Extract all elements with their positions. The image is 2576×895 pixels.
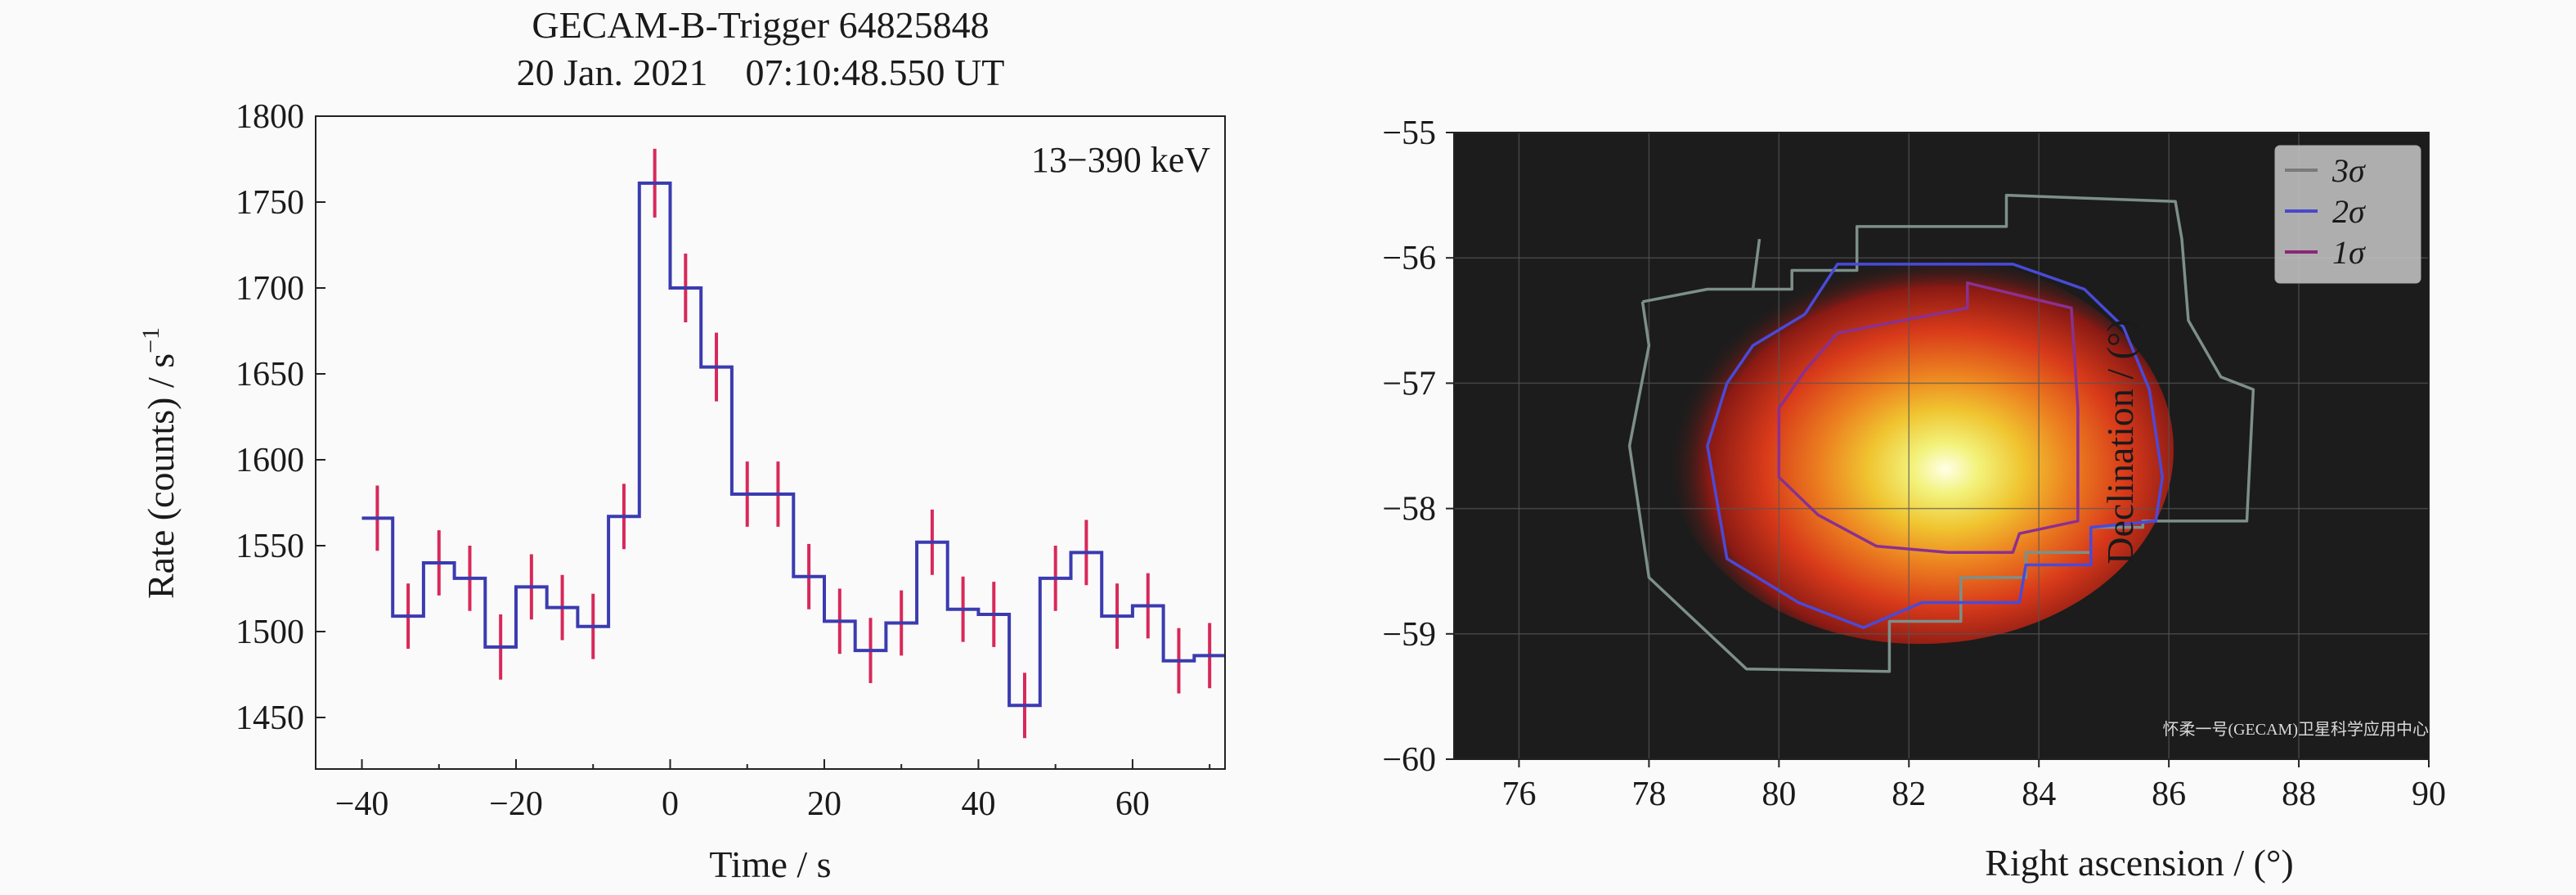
sky-y-tick-label: −57: [1382, 365, 1436, 403]
y-tick-label: 1500: [236, 614, 304, 651]
x-tick-label: −40: [335, 785, 389, 823]
chart-subtitle: 20 Jan. 2021 07:10:48.550 UT: [517, 52, 1005, 93]
sky-x-tick-label: 88: [2282, 776, 2316, 813]
watermark-text: 怀柔一号(GECAM)卫星科学应用中心: [2162, 720, 2429, 739]
legend-label-3sigma: 3σ: [2331, 152, 2366, 189]
x-tick-label: 0: [662, 785, 679, 823]
light-curve-step-line: [361, 181, 1225, 708]
sky-y-axis-label: Declination / (°): [2099, 319, 2141, 564]
sky-y-tick-label: −60: [1382, 741, 1436, 779]
contour-3sigma: [1751, 238, 1761, 290]
plot-frame: [315, 115, 1226, 770]
sky-y-tick-label: −56: [1382, 240, 1436, 277]
sky-y-tick-label: −58: [1382, 491, 1436, 528]
y-tick-label: 1450: [236, 699, 304, 737]
energy-range-label: 13−390 keV: [1031, 140, 1210, 180]
sky-x-tick-label: 82: [1892, 776, 1926, 813]
probability-heatmap: [1667, 255, 2174, 645]
light-curve-chart: GECAM-B-Trigger 64825848 20 Jan. 2021 07…: [137, 4, 1226, 885]
x-axis-label: Time / s: [709, 843, 831, 885]
sky-x-tick-label: 80: [1761, 776, 1796, 813]
contour-1sigma: [1777, 281, 2080, 554]
y-tick-label: 1550: [236, 528, 304, 565]
x-tick-label: 20: [807, 785, 841, 823]
sky-x-tick-label: 78: [1631, 776, 1666, 813]
sky-x-tick-label: 90: [2412, 776, 2446, 813]
sky-plot-frame: [1453, 132, 2430, 760]
y-tick-label: 1800: [236, 98, 304, 136]
sky-map-chart: 76 78 80 82 84 86 88 90 −60 −59 −58 −57 −56 −55 3σ 2…: [1382, 115, 2446, 884]
legend-label-1sigma: 1σ: [2332, 234, 2366, 271]
sky-x-tick-label: 84: [2022, 776, 2056, 813]
y-axis-label: Rate (counts) / s−1: [137, 327, 182, 599]
sky-x-tick-label: 76: [1501, 776, 1536, 813]
x-tick-label: 60: [1115, 785, 1150, 823]
x-tick-label: 40: [961, 785, 995, 823]
sky-x-axis-label: Right ascension / (°): [1985, 842, 2293, 884]
contour-2sigma: [1706, 263, 2164, 629]
sky-x-tick-label: 86: [2152, 776, 2186, 813]
y-tick-label: 1700: [236, 270, 304, 308]
contour-legend: 3σ 2σ 1σ: [2274, 145, 2421, 284]
y-tick-label: 1650: [236, 356, 304, 394]
x-tick-label: −20: [489, 785, 543, 823]
sky-y-tick-label: −59: [1382, 616, 1436, 654]
legend-label-2sigma: 2σ: [2332, 193, 2366, 230]
chart-title: GECAM-B-Trigger 64825848: [532, 4, 989, 46]
sky-y-tick-label: −55: [1382, 115, 1436, 152]
y-tick-label: 1750: [236, 184, 304, 222]
y-tick-label: 1600: [236, 442, 304, 479]
